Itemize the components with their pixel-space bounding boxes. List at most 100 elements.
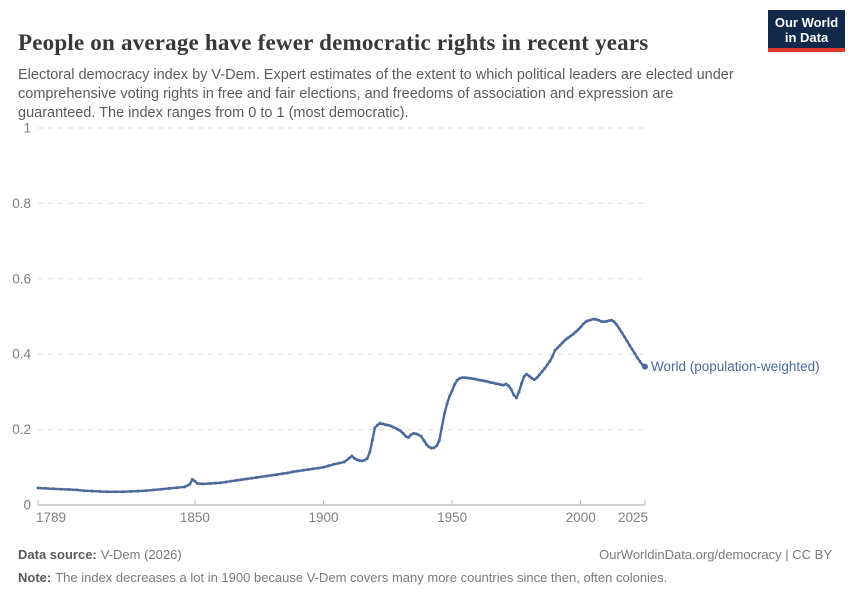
y-tick-label: 0.4: [12, 347, 31, 362]
series-point: [98, 489, 102, 493]
series-point: [520, 382, 523, 386]
y-tick-label: 0.8: [12, 196, 31, 211]
series-point: [481, 379, 485, 383]
series-point: [494, 382, 498, 386]
series-point: [129, 489, 133, 493]
series-point: [507, 384, 511, 388]
series-point: [291, 470, 295, 474]
series-point: [188, 482, 192, 486]
series-point: [311, 467, 315, 471]
series-point: [558, 343, 562, 347]
note-text: The index decreases a lot in 1900 becaus…: [55, 570, 668, 585]
series-point: [597, 318, 601, 322]
series-point: [586, 319, 590, 323]
series-point: [381, 422, 385, 426]
series-point: [576, 328, 580, 332]
series-point: [183, 485, 187, 489]
series-point: [229, 479, 233, 483]
owid-citation-link[interactable]: OurWorldinData.org/democracy | CC BY: [599, 547, 832, 562]
owid-logo[interactable]: Our World in Data: [768, 10, 845, 52]
series-point: [484, 379, 487, 383]
series-point: [239, 478, 243, 482]
series-line[interactable]: [36, 317, 647, 493]
series-point: [355, 458, 359, 462]
series-point: [540, 370, 544, 373]
y-tick-label: 1: [23, 121, 31, 136]
series-point: [532, 378, 536, 381]
series-point: [610, 318, 614, 322]
series-point: [635, 356, 639, 360]
series-point: [378, 421, 382, 425]
series-point: [453, 382, 457, 386]
series-point: [486, 380, 490, 384]
y-tick-label: 0: [23, 498, 31, 513]
series-point: [358, 459, 361, 462]
series-point: [630, 347, 634, 351]
series-point: [442, 412, 446, 416]
series-point: [602, 320, 606, 324]
series-point: [193, 479, 197, 483]
series-point: [121, 490, 125, 494]
series-end-label: World (population-weighted): [651, 358, 820, 374]
series-point: [255, 476, 259, 479]
series-point: [167, 486, 171, 490]
series-point: [399, 429, 403, 433]
series-point: [489, 381, 493, 384]
series-point: [592, 317, 596, 321]
series-point: [286, 471, 289, 475]
series-point: [406, 436, 410, 439]
series-point: [337, 461, 341, 465]
series-point: [594, 318, 598, 321]
series-point: [574, 330, 578, 334]
series-point: [365, 457, 369, 461]
series-point: [432, 446, 436, 450]
x-tick-label: 1850: [180, 510, 210, 525]
page-title: People on average have fewer democratic …: [18, 30, 649, 56]
series-point: [471, 377, 475, 381]
series-point: [275, 473, 279, 476]
series-point: [327, 464, 331, 468]
y-tick-label: 0.6: [12, 271, 31, 286]
series-point: [370, 438, 374, 442]
series-point: [51, 487, 55, 491]
series-point: [214, 481, 217, 485]
series-point: [391, 425, 395, 429]
y-tick-label: 0.2: [12, 422, 31, 437]
series-point: [424, 442, 428, 446]
note-label: Note:: [18, 570, 52, 585]
series-point: [409, 433, 413, 437]
series-point: [566, 336, 570, 340]
series-point: [509, 388, 513, 392]
owid-logo-line1: Our World: [774, 15, 839, 30]
series-point: [622, 335, 626, 339]
series-point: [67, 488, 71, 491]
series-point: [617, 327, 621, 331]
series-point: [422, 438, 426, 442]
series-point: [219, 481, 223, 485]
series-point: [561, 341, 565, 344]
series-point: [499, 383, 503, 387]
series-point: [160, 487, 163, 491]
series-point: [478, 378, 482, 382]
series-point: [427, 445, 431, 449]
series-point: [589, 318, 593, 322]
series-point: [296, 469, 300, 473]
series-point: [612, 320, 616, 324]
series-point: [563, 338, 567, 342]
series-point: [491, 381, 495, 385]
series-point: [450, 389, 454, 393]
series-point: [412, 431, 415, 435]
series-point: [105, 490, 109, 494]
series-end-dot: [642, 363, 648, 370]
series-point: [545, 363, 549, 367]
x-tick-label: 1900: [308, 510, 338, 525]
series-point: [463, 376, 467, 380]
series-point: [473, 377, 477, 381]
series-point: [376, 423, 379, 427]
series-point: [512, 393, 516, 397]
series-point: [208, 482, 212, 485]
series-point: [530, 376, 534, 380]
series-point: [535, 376, 539, 380]
series-point: [244, 477, 248, 481]
